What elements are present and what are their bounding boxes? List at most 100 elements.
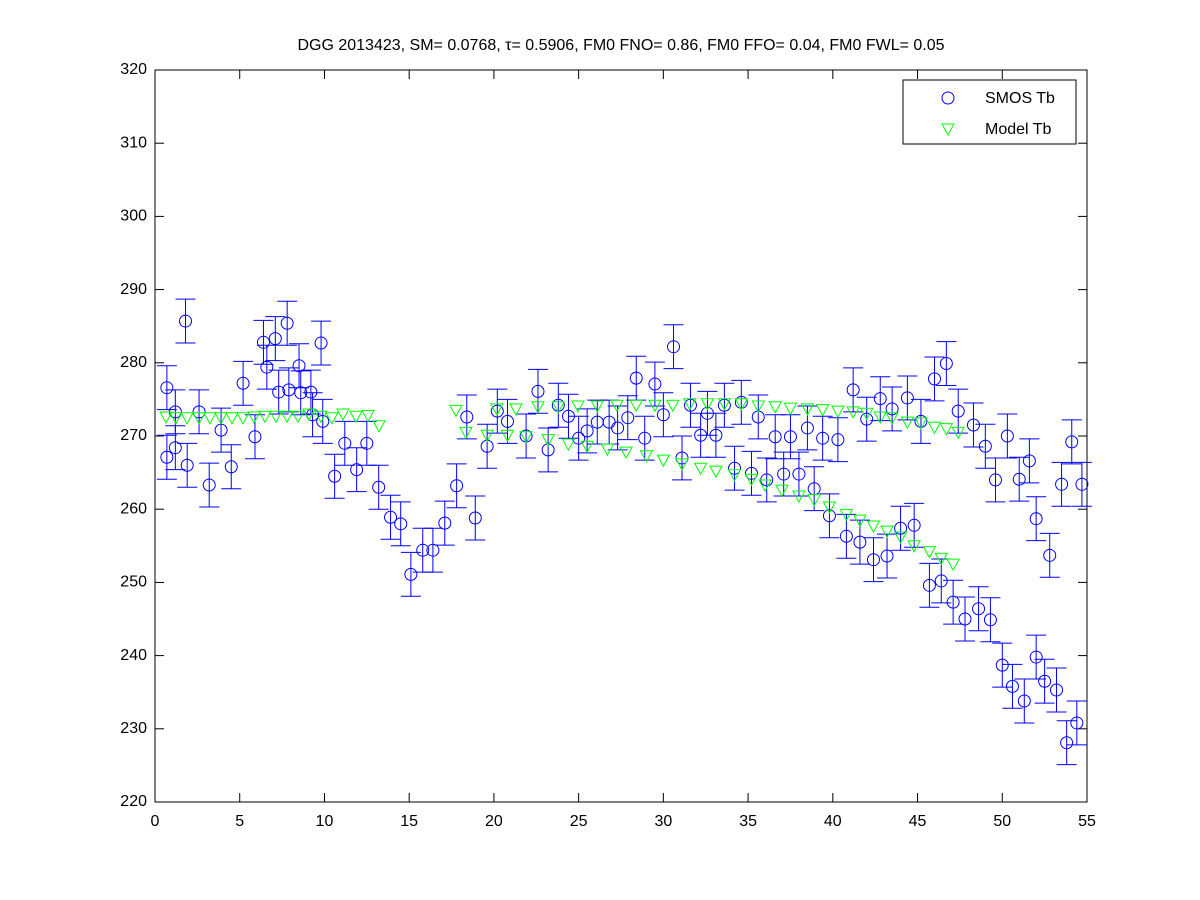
point: [927, 421, 942, 435]
point: [180, 412, 194, 425]
point: [531, 384, 545, 398]
point: [783, 402, 798, 416]
error-bar: [897, 375, 918, 421]
legend-label: SMOS Tb: [985, 90, 1055, 107]
error-bar: [1009, 456, 1030, 502]
point: [350, 463, 364, 477]
point: [480, 429, 494, 443]
point: [922, 546, 937, 559]
legend-label: Model Tb: [985, 121, 1052, 138]
point: [314, 410, 328, 424]
point: [328, 469, 342, 483]
x-tick-label: 50: [993, 813, 1011, 830]
point: [693, 462, 708, 476]
point: [248, 430, 262, 444]
error-bar: [312, 398, 333, 444]
point: [907, 518, 921, 532]
point: [709, 428, 723, 442]
error-bar: [156, 434, 177, 480]
point: [648, 399, 662, 413]
point: [302, 408, 316, 422]
y-tick-label: 260: [120, 500, 147, 517]
error-bar: [477, 423, 498, 469]
x-tick-label: 20: [485, 813, 503, 830]
point: [914, 414, 928, 428]
point: [292, 359, 306, 373]
point: [236, 376, 250, 390]
point: [1055, 477, 1069, 491]
error-bar: [311, 320, 332, 366]
point: [894, 521, 908, 535]
error-bar: [497, 398, 518, 444]
point: [1043, 548, 1057, 562]
error-bar: [1026, 634, 1047, 680]
error-bar: [1066, 700, 1087, 746]
point: [939, 423, 954, 436]
point: [490, 403, 504, 416]
point: [236, 412, 250, 425]
error-bar: [836, 513, 857, 559]
error-bar: [705, 412, 726, 458]
legend-marker: [941, 91, 955, 105]
point: [734, 395, 748, 409]
y-tick-label: 300: [120, 208, 147, 225]
point: [927, 372, 941, 386]
y-tick-label: 240: [120, 647, 147, 664]
point: [885, 402, 899, 416]
error-bar: [980, 597, 1001, 643]
point: [1060, 736, 1074, 750]
point: [839, 508, 854, 522]
point: [203, 412, 217, 425]
error-bar: [516, 413, 537, 459]
error-bar: [804, 466, 825, 512]
error-bar: [1019, 438, 1040, 484]
error-bar: [714, 382, 735, 428]
error-bar: [992, 642, 1013, 688]
point: [372, 480, 386, 494]
point: [202, 478, 216, 492]
point: [995, 658, 1009, 672]
point: [384, 510, 398, 524]
point: [225, 412, 239, 425]
error-bar: [943, 579, 964, 625]
point: [268, 332, 282, 346]
point: [946, 595, 960, 609]
error-bar: [1034, 658, 1055, 704]
point: [610, 399, 624, 413]
point: [815, 404, 830, 417]
point: [500, 414, 514, 428]
point: [590, 400, 605, 414]
error-bar: [653, 392, 674, 438]
point: [900, 416, 915, 430]
point: [744, 473, 759, 487]
point: [1017, 694, 1031, 708]
plot-area: [154, 69, 1088, 803]
point: [983, 613, 997, 627]
error-bar: [456, 394, 477, 440]
point: [939, 357, 953, 371]
point: [1012, 472, 1026, 486]
point: [179, 314, 193, 328]
error-bar: [548, 382, 569, 428]
point: [768, 401, 783, 414]
error-bar: [156, 365, 177, 411]
error-bar: [1056, 720, 1077, 766]
point: [816, 431, 830, 445]
point: [629, 371, 643, 385]
point: [656, 454, 671, 468]
point: [280, 410, 294, 424]
point: [450, 479, 464, 493]
point: [846, 383, 860, 397]
error-bar: [843, 367, 864, 413]
point: [728, 461, 742, 475]
point: [572, 431, 586, 445]
point: [531, 401, 545, 414]
error-bar: [1046, 667, 1067, 713]
error-bar: [924, 356, 945, 402]
point: [325, 412, 339, 425]
point: [1049, 683, 1063, 697]
point: [160, 381, 174, 395]
error-bar: [1039, 532, 1060, 578]
point: [336, 408, 350, 422]
point: [168, 441, 182, 455]
